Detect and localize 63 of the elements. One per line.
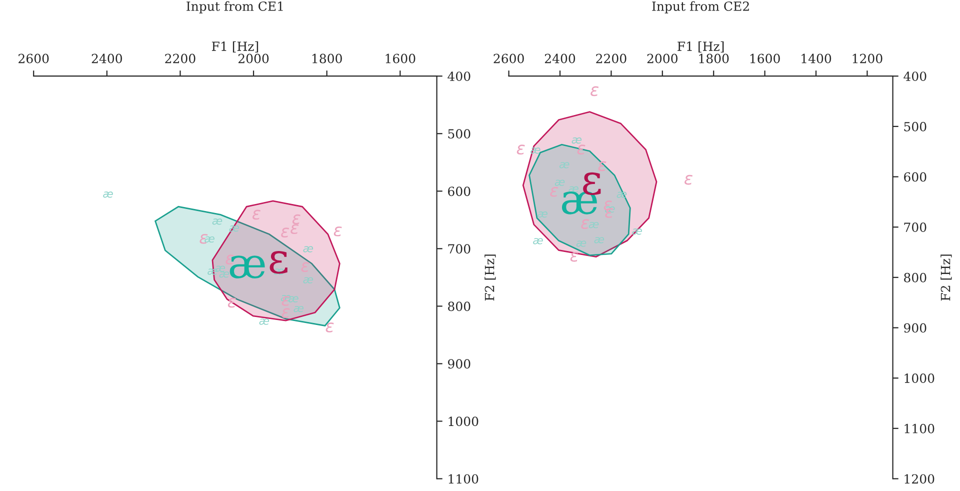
y-tick-label: 600 [904,172,926,182]
point [200,234,208,244]
point [252,210,260,220]
point [605,208,614,218]
x-tick-label: 1400 [802,54,832,64]
point [530,147,540,154]
y-tick-label: 900 [448,359,470,369]
y-tick-label: 1000 [448,416,478,426]
x-tick-label: 1800 [312,54,342,64]
y-axis-title: F2 [Hz] [940,254,952,301]
x-tick-label: 1800 [699,54,729,64]
point [581,219,590,229]
y-tick-label: 500 [448,129,470,139]
y-tick-label: 500 [904,122,926,132]
chart-title: Input from CE2 [652,1,749,14]
x-tick-label: 2200 [596,54,626,64]
point [590,86,599,96]
x-tick-label: 2000 [238,54,269,64]
point [204,236,214,243]
point [292,214,300,224]
x-tick-label: 1600 [386,54,416,64]
y-tick-label: 1100 [448,474,478,484]
x-tick-label: 2400 [544,54,576,64]
point [103,191,113,198]
point [570,252,578,262]
point [684,174,692,185]
y-tick-label: 800 [904,272,926,282]
y-tick-label: 1000 [904,374,934,383]
y-tick-label: 700 [904,222,926,232]
series-label: æ [230,256,265,278]
x-tick-label: 2000 [647,54,678,64]
point [290,224,299,234]
x-tick-label: 2600 [494,54,524,64]
y-tick-label: 800 [448,302,470,312]
point [334,226,342,236]
point [538,211,548,218]
point [228,298,236,308]
point [301,262,310,272]
x-tick-label: 1600 [750,54,780,64]
y-tick-label: 900 [904,323,926,333]
point [282,296,290,306]
point [281,228,290,238]
y-tick-label: 400 [904,72,926,82]
point [282,308,290,318]
y-tick-label: 400 [448,72,470,82]
x-tick-label: 2200 [165,54,196,64]
point [516,144,525,154]
chart-title: Input from CE1 [186,1,283,14]
x-tick-label: 2400 [92,54,122,64]
y-tick-label: 1100 [904,424,934,434]
x-tick-label: 1200 [852,54,882,64]
x-axis-title: F1 [Hz] [678,41,724,52]
point [550,186,558,197]
x-axis-title: F1 [Hz] [212,41,258,52]
y-axis-title: F2 [Hz] [484,254,496,301]
x-tick-label: 2600 [18,54,49,64]
point [577,144,586,154]
point [598,161,606,172]
y-tick-label: 1200 [904,474,934,484]
point [326,322,334,332]
series-label: ɛ [270,251,288,274]
y-tick-label: 600 [448,186,470,196]
y-tick-label: 700 [448,244,470,254]
